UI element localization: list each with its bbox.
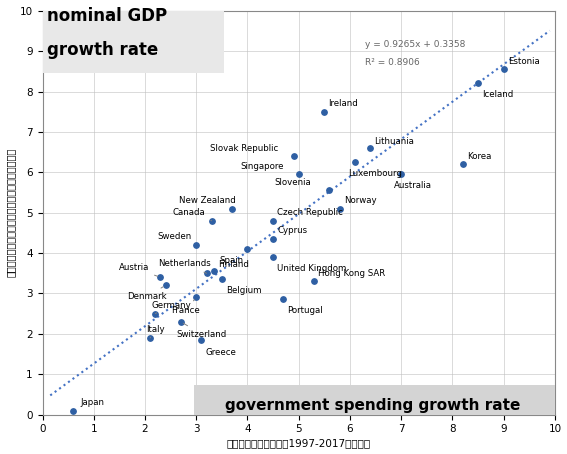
Point: [279, 296, 288, 303]
Text: Spain: Spain: [220, 256, 244, 265]
Text: Portugal: Portugal: [287, 306, 323, 316]
Point: [269, 217, 278, 224]
Point: [310, 278, 319, 285]
Text: France: France: [171, 300, 200, 315]
Text: Czech Republic: Czech Republic: [277, 208, 343, 217]
Point: [151, 310, 160, 317]
Text: Australia: Australia: [394, 181, 432, 190]
Point: [335, 205, 344, 212]
Text: Lithuania: Lithuania: [375, 137, 414, 146]
Text: Netherlands: Netherlands: [158, 259, 211, 273]
Point: [176, 318, 185, 326]
Text: y = 0.9265x + 0.3358: y = 0.9265x + 0.3358: [365, 40, 466, 49]
Text: Germany: Germany: [151, 301, 191, 314]
Text: Luxembourg: Luxembourg: [348, 169, 402, 178]
Point: [146, 334, 155, 341]
Text: Iceland: Iceland: [482, 90, 514, 99]
Text: United Kingdom: United Kingdom: [277, 264, 346, 273]
X-axis label: 名目政府支出伸び率（1997-2017年平均）: 名目政府支出伸び率（1997-2017年平均）: [227, 439, 371, 449]
Text: Italy: Italy: [146, 325, 164, 338]
Text: Canada: Canada: [173, 208, 211, 221]
Point: [289, 153, 298, 160]
Text: nominal GDP: nominal GDP: [46, 7, 167, 25]
Point: [202, 270, 211, 277]
Point: [458, 161, 467, 168]
Point: [325, 187, 334, 194]
Text: Ireland: Ireland: [328, 99, 358, 108]
Point: [217, 276, 226, 283]
Point: [227, 205, 236, 212]
Point: [192, 294, 201, 301]
Point: [320, 108, 329, 115]
Point: [207, 217, 216, 224]
Point: [161, 282, 170, 289]
Text: Sweden: Sweden: [158, 232, 192, 242]
Text: Denmark: Denmark: [126, 287, 166, 301]
Text: Slovenia: Slovenia: [274, 178, 311, 187]
Point: [69, 407, 78, 414]
Text: Slovak Republic: Slovak Republic: [210, 143, 278, 153]
Text: Korea: Korea: [467, 152, 491, 161]
Text: growth rate: growth rate: [46, 41, 158, 59]
Point: [294, 171, 303, 178]
Point: [243, 246, 252, 253]
Text: Cyprus: Cyprus: [277, 227, 307, 235]
Text: Norway: Norway: [344, 196, 376, 205]
FancyBboxPatch shape: [194, 385, 555, 415]
Point: [269, 235, 278, 242]
Text: New Zealand: New Zealand: [179, 196, 236, 205]
Point: [473, 80, 483, 87]
Point: [197, 336, 206, 344]
Text: Hong Kong SAR: Hong Kong SAR: [318, 269, 386, 278]
Text: Estonia: Estonia: [508, 57, 540, 66]
Text: Japan: Japan: [81, 398, 104, 407]
Text: government spending growth rate: government spending growth rate: [225, 398, 521, 413]
Text: Singapore: Singapore: [240, 162, 284, 171]
Point: [192, 242, 201, 249]
Text: Switzerland: Switzerland: [177, 323, 227, 339]
Text: Greece: Greece: [206, 348, 236, 357]
Text: Austria: Austria: [119, 263, 158, 276]
FancyBboxPatch shape: [43, 11, 225, 74]
Point: [350, 158, 359, 166]
Point: [397, 171, 406, 178]
Text: Finland: Finland: [218, 260, 249, 269]
Point: [366, 144, 375, 152]
Text: R² = 0.8906: R² = 0.8906: [365, 58, 420, 67]
Text: Belgium: Belgium: [226, 286, 261, 295]
Point: [210, 267, 219, 275]
Point: [156, 274, 165, 281]
Point: [499, 66, 508, 73]
Point: [269, 253, 278, 261]
Y-axis label: 名目ＧＤＰ成長率（１９９７ー２０１７年平均）: 名目ＧＤＰ成長率（１９９７ー２０１７年平均）: [6, 148, 15, 277]
